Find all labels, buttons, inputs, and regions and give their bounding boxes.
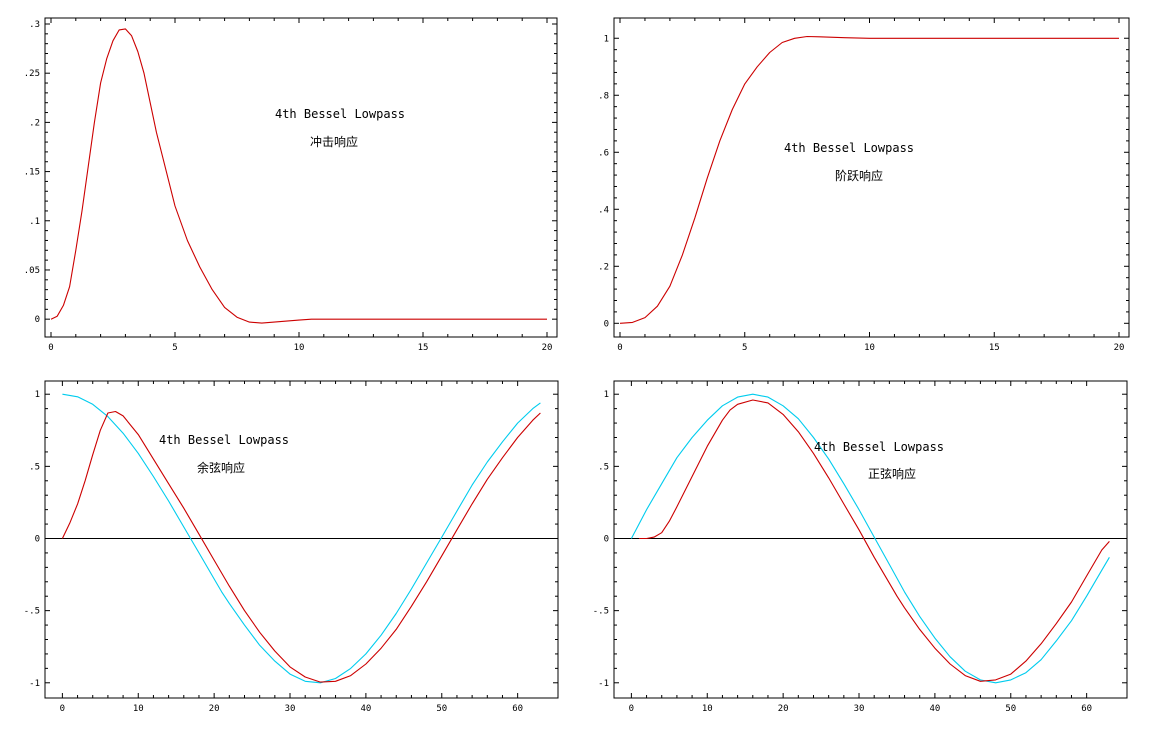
x-tick-label: 5 [172, 343, 177, 353]
y-tick-label: .15 [24, 168, 40, 178]
x-tick-label: 10 [133, 704, 144, 714]
sine-output-line [639, 399, 1110, 682]
y-tick-label: 0 [604, 535, 609, 545]
y-tick-label: -1 [598, 679, 609, 689]
y-tick-label: .6 [598, 148, 609, 158]
x-tick-label: 0 [60, 704, 65, 714]
sine-annotation-title: 4th Bessel Lowpass [814, 440, 944, 454]
y-tick-label: .4 [598, 205, 609, 215]
y-tick-label: .2 [598, 262, 609, 272]
x-tick-label: 0 [629, 704, 634, 714]
step-annotation-subtitle: 阶跃响应 [835, 168, 883, 183]
cosine-response-panel: 0 10 20 30 40 50 60 -1 -.5 0 .5 1 [24, 381, 558, 714]
y-tick-label: .05 [24, 266, 40, 276]
y-tick-label: 0 [604, 319, 609, 329]
x-tick-label: 30 [854, 704, 865, 714]
sine-response-panel: 0 10 20 30 40 50 60 -1 -.5 0 .5 1 [593, 381, 1127, 714]
y-tick-label: .2 [29, 118, 40, 128]
y-tick-label: .25 [24, 69, 40, 79]
y-tick-label: .1 [29, 217, 40, 227]
x-tick-label: 10 [702, 704, 713, 714]
impulse-annotation-title: 4th Bessel Lowpass [275, 107, 405, 121]
x-tick-label: 20 [1114, 343, 1125, 353]
cosine-output-line [61, 410, 541, 683]
y-tick-label: 0 [35, 315, 40, 325]
x-tick-label: 20 [209, 704, 220, 714]
x-tick-label: 30 [285, 704, 296, 714]
x-tick-label: 20 [542, 343, 553, 353]
x-tick-label: 60 [512, 704, 523, 714]
impulse-annotation-subtitle: 冲击响应 [310, 134, 358, 149]
step-plot-frame [613, 17, 1130, 338]
impulse-response-line [50, 28, 547, 324]
y-tick-label: .3 [29, 20, 40, 30]
y-tick-label: -1 [29, 679, 40, 689]
y-tick-label: -.5 [24, 607, 40, 617]
x-tick-label: 5 [742, 343, 747, 353]
x-tick-label: 0 [617, 343, 622, 353]
y-tick-label: 1 [35, 390, 40, 400]
y-tick-label: .5 [29, 462, 40, 472]
cosine-plot-frame [44, 380, 559, 699]
step-annotation-title: 4th Bessel Lowpass [784, 141, 914, 155]
step-response-panel: 0 5 10 15 20 0 .2 .4 .6 .8 1 [598, 18, 1129, 353]
x-tick-label: 10 [294, 343, 305, 353]
x-tick-label: 50 [436, 704, 447, 714]
x-tick-label: 15 [418, 343, 429, 353]
x-tick-label: 60 [1081, 704, 1092, 714]
cosine-input-line [62, 393, 541, 684]
sine-plot-frame [613, 380, 1128, 699]
x-tick-label: 40 [929, 704, 940, 714]
x-tick-label: 20 [778, 704, 789, 714]
x-tick-label: 10 [864, 343, 875, 353]
y-tick-label: 1 [604, 390, 609, 400]
cosine-annotation-subtitle: 余弦响应 [197, 460, 245, 475]
y-tick-label: 1 [604, 34, 609, 44]
cosine-annotation-title: 4th Bessel Lowpass [159, 433, 289, 447]
impulse-response-panel: 0 5 10 15 20 0 .05 .1 .15 .2 .25 .3 [24, 18, 557, 353]
x-tick-label: 15 [989, 343, 1000, 353]
y-tick-label: .8 [598, 91, 609, 101]
y-tick-label: .5 [598, 462, 609, 472]
sine-annotation-subtitle: 正弦响应 [868, 466, 916, 481]
y-tick-label: 0 [35, 535, 40, 545]
y-tick-label: -.5 [593, 607, 609, 617]
impulse-plot-frame [44, 17, 558, 338]
step-response-line [619, 35, 1119, 324]
x-tick-label: 0 [48, 343, 53, 353]
sine-input-line [630, 393, 1110, 684]
x-tick-label: 40 [360, 704, 371, 714]
x-tick-label: 50 [1005, 704, 1016, 714]
